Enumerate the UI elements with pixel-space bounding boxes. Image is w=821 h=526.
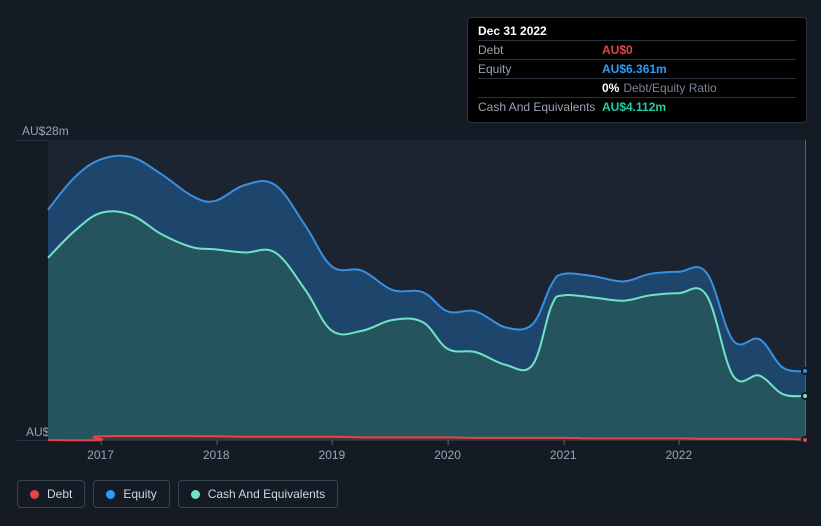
legend-item-debt[interactable]: Debt xyxy=(17,480,85,508)
x-axis-tick: 2021 xyxy=(550,448,577,462)
tooltip-date: Dec 31 2022 xyxy=(478,24,796,38)
legend-label: Debt xyxy=(47,487,72,501)
series-cash xyxy=(48,211,805,440)
tooltip-value-equity: AU$6.361m xyxy=(602,62,667,76)
chart-container: { "chart": { "type": "area", "background… xyxy=(0,0,821,526)
cursor-dot-debt xyxy=(801,436,809,444)
x-axis-tick: 2022 xyxy=(665,448,692,462)
tooltip-label xyxy=(478,81,602,95)
tooltip-panel: Dec 31 2022 Debt AU$0 Equity AU$6.361m 0… xyxy=(467,17,807,123)
tooltip-value-debt: AU$0 xyxy=(602,43,633,57)
tooltip-value-ratio: 0%Debt/Equity Ratio xyxy=(602,81,717,95)
chart-plot-area[interactable] xyxy=(48,140,805,440)
legend-item-equity[interactable]: Equity xyxy=(93,480,169,508)
legend-swatch-equity xyxy=(106,490,115,499)
legend-label: Cash And Equivalents xyxy=(208,487,325,501)
cursor-dot-equity xyxy=(801,367,809,375)
legend-swatch-debt xyxy=(30,490,39,499)
tooltip-row-debt: Debt AU$0 xyxy=(478,40,796,59)
cursor-dot-cash xyxy=(801,392,809,400)
legend: Debt Equity Cash And Equivalents xyxy=(17,480,338,508)
chart-svg xyxy=(48,140,805,440)
tooltip-row-equity: Equity AU$6.361m xyxy=(478,59,796,78)
tooltip-label: Cash And Equivalents xyxy=(478,100,602,114)
tooltip-row-cash: Cash And Equivalents AU$4.112m xyxy=(478,97,796,116)
x-axis-tick: 2018 xyxy=(203,448,230,462)
axis-line-bottom xyxy=(17,440,805,441)
x-axis: 2017 2018 2019 2020 2021 2022 xyxy=(48,448,805,464)
y-axis-max-label: AU$28m xyxy=(22,124,69,138)
tooltip-label: Equity xyxy=(478,62,602,76)
x-axis-tick: 2017 xyxy=(87,448,114,462)
legend-swatch-cash xyxy=(191,490,200,499)
legend-label: Equity xyxy=(123,487,156,501)
tooltip-value-cash: AU$4.112m xyxy=(602,100,666,114)
x-axis-tick: 2019 xyxy=(319,448,346,462)
legend-item-cash[interactable]: Cash And Equivalents xyxy=(178,480,338,508)
tooltip-label: Debt xyxy=(478,43,602,57)
x-axis-tick: 2020 xyxy=(434,448,461,462)
tooltip-row-ratio: 0%Debt/Equity Ratio xyxy=(478,78,796,97)
